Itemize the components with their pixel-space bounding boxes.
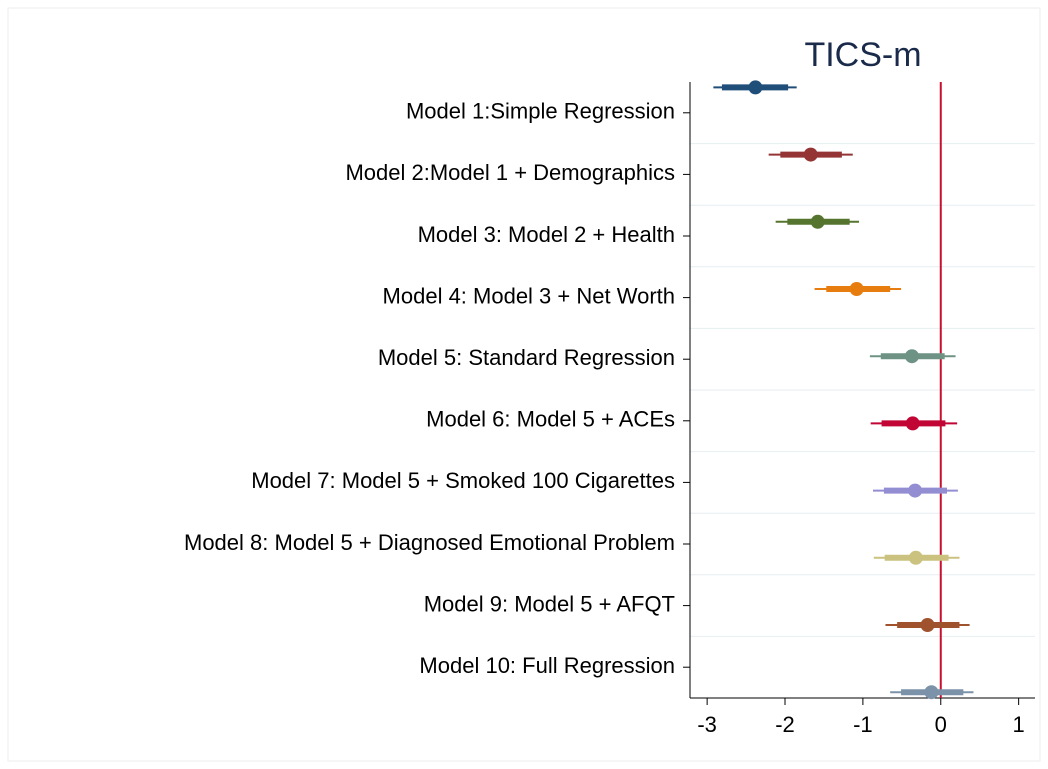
- y-tick-label: Model 9: Model 5 + AFQT: [424, 591, 675, 616]
- point: [908, 550, 923, 565]
- point: [924, 685, 939, 700]
- y-tick-label: Model 1:Simple Regression: [406, 99, 675, 124]
- y-tick-label: Model 6: Model 5 + ACEs: [426, 407, 675, 432]
- y-tick-label: Model 5: Standard Regression: [378, 345, 675, 370]
- y-tick-label: Model 7: Model 5 + Smoked 100 Cigarettes: [251, 468, 675, 493]
- point: [803, 147, 818, 162]
- point: [849, 282, 864, 296]
- point: [904, 349, 919, 364]
- point: [905, 416, 920, 431]
- chart-title: TICS-m: [804, 36, 921, 74]
- point: [748, 80, 763, 95]
- point: [810, 214, 825, 229]
- point: [908, 483, 923, 498]
- y-tick-label: Model 2:Model 1 + Demographics: [345, 160, 675, 185]
- x-tick-label: -3: [697, 712, 717, 737]
- x-tick-label: -1: [853, 712, 873, 737]
- y-tick-label: Model 10: Full Regression: [419, 653, 675, 678]
- x-tick-label: 0: [935, 712, 947, 737]
- x-tick-label: 1: [1013, 712, 1025, 737]
- point: [920, 618, 935, 632]
- x-tick-label: -2: [775, 712, 795, 737]
- frame: [7, 7, 1041, 762]
- y-tick-label: Model 8: Model 5 + Diagnosed Emotional P…: [184, 530, 675, 555]
- y-tick-label: Model 3: Model 2 + Health: [418, 222, 675, 247]
- y-tick-label: Model 4: Model 3 + Net Worth: [383, 283, 675, 308]
